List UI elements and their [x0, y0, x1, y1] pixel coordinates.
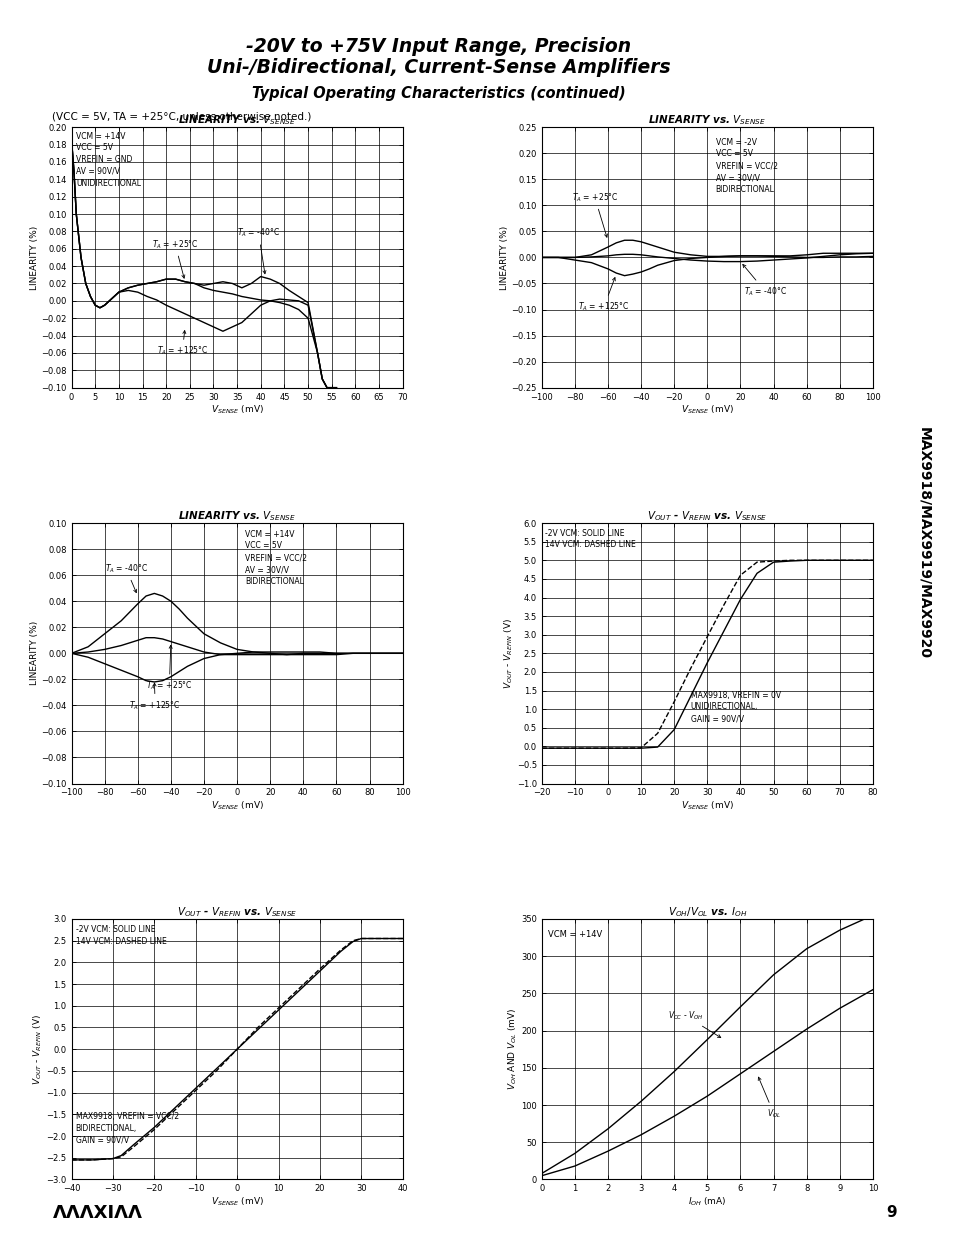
Text: Uni-/Bidirectional, Current-Sense Amplifiers: Uni-/Bidirectional, Current-Sense Amplif…: [207, 58, 670, 78]
X-axis label: $I_{OH}$ (mA): $I_{OH}$ (mA): [687, 1195, 726, 1208]
Text: $V_{OL}$: $V_{OL}$: [758, 1077, 781, 1120]
Text: -20V to +75V Input Range, Precision: -20V to +75V Input Range, Precision: [246, 37, 631, 57]
Text: $T_A$ = -40°C: $T_A$ = -40°C: [105, 562, 148, 593]
X-axis label: $V_{SENSE}$ (mV): $V_{SENSE}$ (mV): [211, 1195, 263, 1208]
Text: VCM = +14V
VCC = 5V
VREFIN = GND
AV = 90V/V
UNIDIRECTIONAL: VCM = +14V VCC = 5V VREFIN = GND AV = 90…: [76, 132, 141, 188]
X-axis label: $V_{SENSE}$ (mV): $V_{SENSE}$ (mV): [211, 799, 263, 811]
Title: $V_{OH}/V_{OL}$ vs. $I_{OH}$: $V_{OH}/V_{OL}$ vs. $I_{OH}$: [667, 905, 746, 919]
Text: ΛΛΛXIΛΛ: ΛΛΛXIΛΛ: [52, 1204, 142, 1221]
Title: LINEARITY vs. $V_{SENSE}$: LINEARITY vs. $V_{SENSE}$: [178, 114, 295, 127]
Text: $V_{CC}$ - $V_{OH}$: $V_{CC}$ - $V_{OH}$: [667, 1009, 720, 1037]
Y-axis label: $V_{OUT}$ - $V_{REFIN}$ (V): $V_{OUT}$ - $V_{REFIN}$ (V): [31, 1014, 44, 1084]
Text: MAX9918, VREFIN = VCC/2
BIDIRECTIONAL,
GAIN = 90V/V: MAX9918, VREFIN = VCC/2 BIDIRECTIONAL, G…: [75, 1113, 178, 1145]
Text: $T_A$ = -40°C: $T_A$ = -40°C: [742, 264, 786, 298]
Text: -2V VCM: SOLID LINE
14V VCM: DASHED LINE: -2V VCM: SOLID LINE 14V VCM: DASHED LINE: [75, 925, 166, 946]
Text: Typical Operating Characteristics (continued): Typical Operating Characteristics (conti…: [252, 86, 625, 101]
X-axis label: $V_{SENSE}$ (mV): $V_{SENSE}$ (mV): [211, 404, 263, 416]
Text: -2V VCM: SOLID LINE
14V VCM: DASHED LINE: -2V VCM: SOLID LINE 14V VCM: DASHED LINE: [544, 529, 635, 550]
Y-axis label: $V_{OH}$ AND $V_{OL}$ (mV): $V_{OH}$ AND $V_{OL}$ (mV): [506, 1008, 518, 1091]
Text: $T_A$ = +125°C: $T_A$ = +125°C: [156, 331, 208, 357]
Text: $T_A$ = -40°C: $T_A$ = -40°C: [237, 227, 280, 274]
Text: MAX9918, VREFIN = 0V
UNIDIRECTIONAL,
GAIN = 90V/V: MAX9918, VREFIN = 0V UNIDIRECTIONAL, GAI…: [690, 690, 781, 724]
Y-axis label: $V_{OUT}$ - $V_{REFIN}$ (V): $V_{OUT}$ - $V_{REFIN}$ (V): [501, 618, 515, 689]
Y-axis label: LINEARITY (%): LINEARITY (%): [30, 621, 39, 685]
Text: VCM = +14V: VCM = +14V: [548, 930, 602, 939]
Text: VCM = -2V
VCC = 5V
VREFIN = VCC/2
AV = 30V/V
BIDIRECTIONAL: VCM = -2V VCC = 5V VREFIN = VCC/2 AV = 3…: [715, 137, 777, 194]
Title: LINEARITY vs. $V_{SENSE}$: LINEARITY vs. $V_{SENSE}$: [648, 114, 765, 127]
X-axis label: $V_{SENSE}$ (mV): $V_{SENSE}$ (mV): [680, 799, 733, 811]
Text: $T_A$ = +25°C: $T_A$ = +25°C: [146, 646, 193, 692]
Title: $V_{OUT}$ - $V_{REFIN}$ vs. $V_{SENSE}$: $V_{OUT}$ - $V_{REFIN}$ vs. $V_{SENSE}$: [177, 905, 297, 919]
Text: $T_A$ = +125°C: $T_A$ = +125°C: [578, 278, 629, 314]
Text: (VCC = 5V, TA = +25°C, unless otherwise noted.): (VCC = 5V, TA = +25°C, unless otherwise …: [52, 111, 312, 121]
Text: $T_A$ = +25°C: $T_A$ = +25°C: [152, 238, 198, 278]
X-axis label: $V_{SENSE}$ (mV): $V_{SENSE}$ (mV): [680, 404, 733, 416]
Text: 9: 9: [885, 1205, 897, 1220]
Text: $T_A$ = +125°C: $T_A$ = +125°C: [130, 683, 181, 711]
Text: MAX9918/MAX9919/MAX9920: MAX9918/MAX9919/MAX9920: [917, 427, 930, 659]
Y-axis label: LINEARITY (%): LINEARITY (%): [30, 225, 39, 289]
Title: LINEARITY vs. $V_{SENSE}$: LINEARITY vs. $V_{SENSE}$: [178, 509, 295, 522]
Text: $T_A$ = +25°C: $T_A$ = +25°C: [571, 191, 618, 237]
Title: $V_{OUT}$ - $V_{REFIN}$ vs. $V_{SENSE}$: $V_{OUT}$ - $V_{REFIN}$ vs. $V_{SENSE}$: [646, 509, 766, 522]
Y-axis label: LINEARITY (%): LINEARITY (%): [500, 225, 509, 289]
Text: VCM = +14V
VCC = 5V
VREFIN = VCC/2
AV = 30V/V
BIDIRECTIONAL: VCM = +14V VCC = 5V VREFIN = VCC/2 AV = …: [245, 530, 307, 585]
